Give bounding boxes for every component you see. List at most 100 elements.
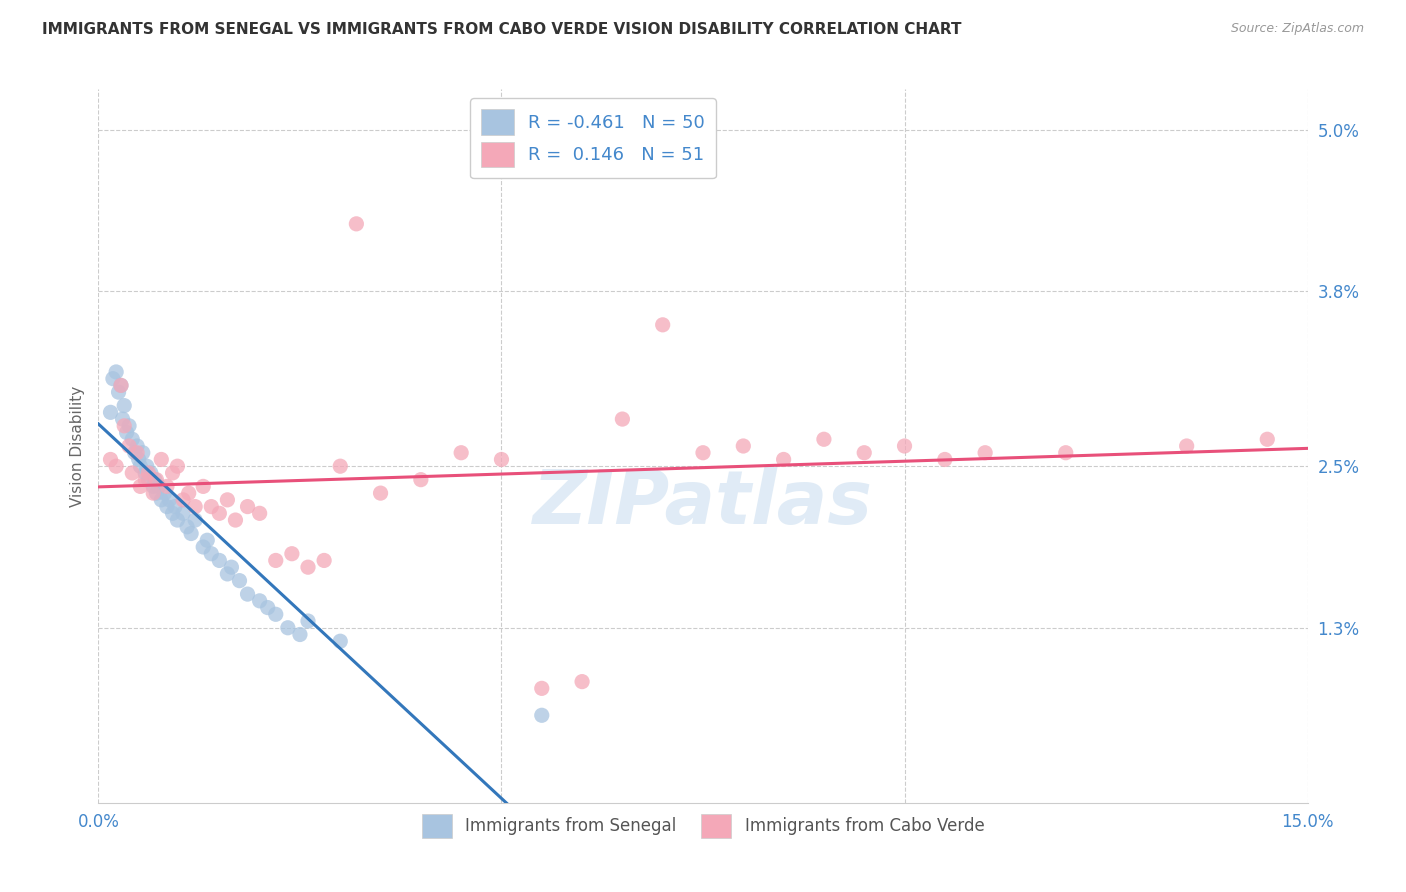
Point — [156, 500, 179, 514]
Point — [127, 446, 149, 460]
Point — [145, 486, 167, 500]
Point — [172, 492, 194, 507]
Point — [193, 540, 215, 554]
Point — [571, 674, 593, 689]
Point — [264, 607, 287, 622]
Point — [139, 466, 162, 480]
Point — [224, 513, 246, 527]
Point — [111, 412, 134, 426]
Point — [329, 634, 352, 648]
Point — [934, 452, 956, 467]
Point — [281, 547, 304, 561]
Point — [228, 574, 250, 588]
Point — [184, 513, 207, 527]
Point — [101, 372, 124, 386]
Point — [166, 513, 188, 527]
Point — [974, 446, 997, 460]
Point — [297, 560, 319, 574]
Point — [208, 506, 231, 520]
Point — [733, 439, 755, 453]
Point — [530, 681, 553, 696]
Legend: Immigrants from Senegal, Immigrants from Cabo Verde: Immigrants from Senegal, Immigrants from… — [415, 807, 991, 845]
Point — [193, 479, 215, 493]
Point — [409, 473, 432, 487]
Point — [118, 439, 141, 453]
Point — [157, 492, 180, 507]
Point — [156, 479, 179, 493]
Point — [177, 486, 200, 500]
Point — [129, 459, 152, 474]
Point — [813, 432, 835, 446]
Point — [134, 466, 156, 480]
Point — [135, 459, 157, 474]
Point — [112, 399, 135, 413]
Point — [217, 566, 239, 581]
Point — [180, 526, 202, 541]
Point — [118, 418, 141, 433]
Point — [100, 405, 122, 419]
Point — [163, 500, 186, 514]
Point — [145, 473, 167, 487]
Point — [264, 553, 287, 567]
Point — [176, 520, 198, 534]
Point — [256, 600, 278, 615]
Text: ZIPatlas: ZIPatlas — [533, 467, 873, 540]
Point — [893, 439, 915, 453]
Point — [314, 553, 336, 567]
Point — [221, 560, 243, 574]
Point — [112, 418, 135, 433]
Point — [110, 378, 132, 392]
Point — [105, 365, 128, 379]
Point — [142, 479, 165, 493]
Point — [100, 452, 122, 467]
Point — [651, 318, 673, 332]
Text: IMMIGRANTS FROM SENEGAL VS IMMIGRANTS FROM CABO VERDE VISION DISABILITY CORRELAT: IMMIGRANTS FROM SENEGAL VS IMMIGRANTS FR… — [42, 22, 962, 37]
Point — [1054, 446, 1077, 460]
Point — [612, 412, 634, 426]
Point — [184, 500, 207, 514]
Point — [128, 452, 150, 467]
Point — [110, 378, 132, 392]
Text: Source: ZipAtlas.com: Source: ZipAtlas.com — [1230, 22, 1364, 36]
Point — [148, 479, 170, 493]
Point — [138, 473, 160, 487]
Point — [138, 466, 160, 480]
Point — [217, 492, 239, 507]
Point — [121, 466, 143, 480]
Point — [530, 708, 553, 723]
Point — [344, 217, 367, 231]
Point — [124, 446, 146, 460]
Point — [853, 446, 876, 460]
Point — [450, 446, 472, 460]
Point — [143, 473, 166, 487]
Point — [115, 425, 138, 440]
Point — [236, 500, 259, 514]
Point — [107, 385, 129, 400]
Point — [249, 594, 271, 608]
Y-axis label: Vision Disability: Vision Disability — [69, 385, 84, 507]
Point — [121, 432, 143, 446]
Point — [134, 473, 156, 487]
Point — [166, 459, 188, 474]
Point — [150, 492, 173, 507]
Point — [162, 506, 184, 520]
Point — [1256, 432, 1278, 446]
Point — [127, 439, 149, 453]
Point — [153, 486, 176, 500]
Point — [297, 614, 319, 628]
Point — [200, 547, 222, 561]
Point — [132, 446, 155, 460]
Point — [172, 506, 194, 520]
Point — [236, 587, 259, 601]
Point — [772, 452, 794, 467]
Point — [329, 459, 352, 474]
Point — [195, 533, 218, 548]
Point — [249, 506, 271, 520]
Point — [200, 500, 222, 514]
Point — [142, 486, 165, 500]
Point — [692, 446, 714, 460]
Point — [1175, 439, 1198, 453]
Point — [129, 479, 152, 493]
Point — [162, 466, 184, 480]
Point — [288, 627, 311, 641]
